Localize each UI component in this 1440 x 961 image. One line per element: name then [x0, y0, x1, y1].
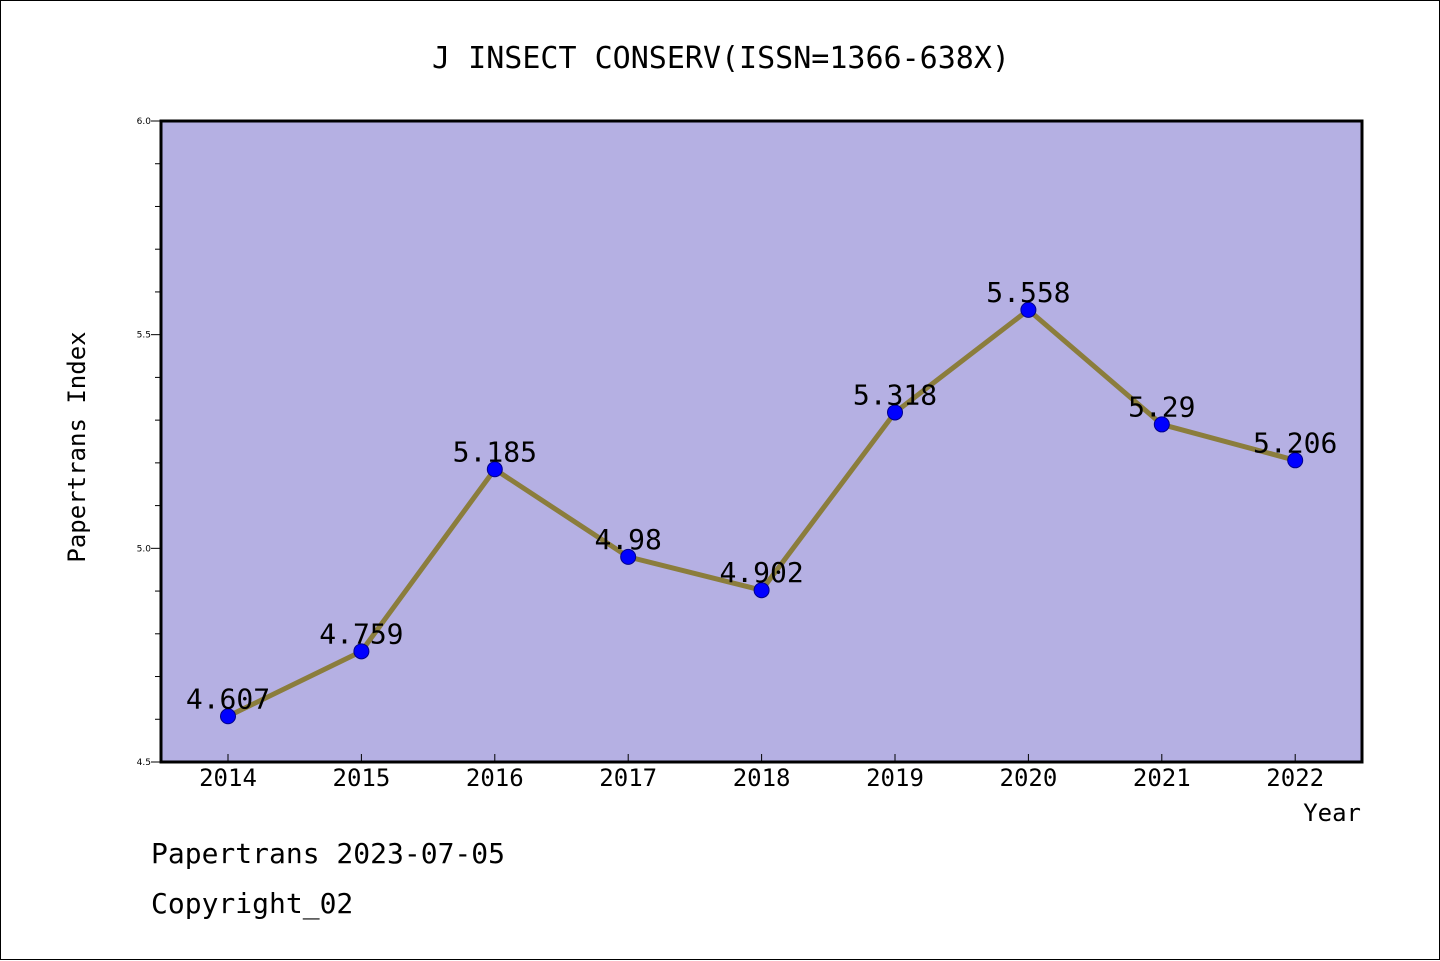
x-tick-label: 2014 — [199, 764, 257, 792]
data-point — [1020, 301, 1037, 318]
x-tick-label: 2016 — [466, 764, 524, 792]
data-label: 5.318 — [853, 378, 937, 411]
data-point — [620, 548, 637, 565]
data-points — [220, 301, 1304, 725]
y-axis: 4.5 5.0 5.5 6.0 — [137, 117, 161, 768]
data-point — [1153, 416, 1170, 433]
x-axis: 2014 2015 2016 2017 2018 2019 2020 2021 2022 — [199, 754, 1324, 792]
data-label: 4.98 — [594, 523, 661, 556]
y-tick-label: 4.5 — [137, 758, 151, 768]
plot-border — [159, 119, 1364, 764]
data-label: 5.558 — [986, 276, 1070, 309]
data-point — [220, 708, 236, 725]
data-point — [753, 582, 770, 599]
x-tick-label: 2018 — [733, 764, 791, 792]
data-labels: 4.607 4.759 5.185 4.98 4.902 5.318 5.558 5.29 5.… — [186, 276, 1337, 715]
data-point — [486, 461, 503, 478]
x-tick-label: 2019 — [866, 764, 924, 792]
x-tick-label: 2022 — [1266, 764, 1324, 792]
x-tick-label: 2015 — [333, 764, 391, 792]
data-label: 5.185 — [453, 435, 537, 468]
plot-area — [161, 121, 1362, 762]
data-point — [1287, 452, 1304, 469]
data-label: 5.29 — [1128, 390, 1195, 423]
x-tick-label: 2020 — [1000, 764, 1058, 792]
y-tick-label: 5.5 — [137, 331, 151, 341]
data-label: 4.902 — [719, 556, 803, 589]
y-tick-label: 6.0 — [137, 117, 152, 127]
y-axis-label: Papertrans Index — [63, 331, 91, 562]
x-tick-label: 2021 — [1133, 764, 1191, 792]
x-tick-label: 2017 — [599, 764, 657, 792]
x-axis-label: Year — [1303, 799, 1361, 827]
chart-title: J INSECT CONSERV(ISSN=1366-638X) — [432, 41, 1010, 76]
footer-copyright: Copyright_02 — [151, 887, 354, 920]
data-label: 4.607 — [186, 682, 270, 715]
data-point — [353, 643, 370, 660]
data-point — [887, 404, 903, 421]
data-label: 4.759 — [319, 617, 403, 650]
footer-date: Papertrans 2023-07-05 — [151, 837, 506, 870]
data-label: 5.206 — [1253, 426, 1337, 459]
y-tick-label: 5.0 — [137, 544, 152, 554]
